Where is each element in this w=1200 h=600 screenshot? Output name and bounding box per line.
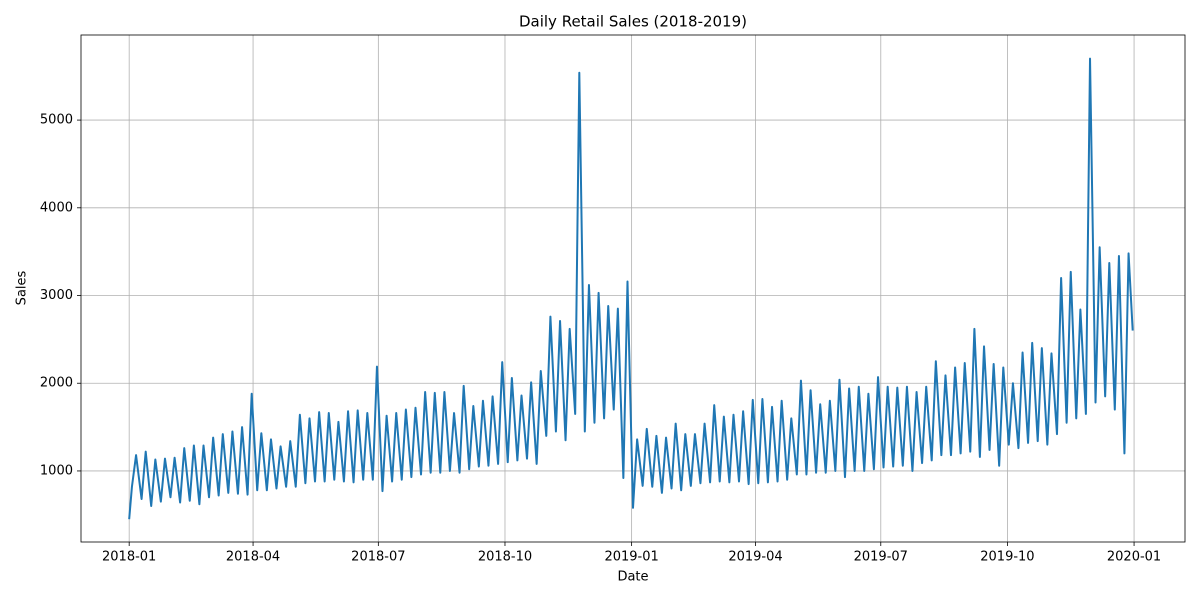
x-axis-label: Date (617, 570, 648, 585)
y-tick-label: 1000 (40, 463, 73, 478)
x-tick-label: 2018-07 (351, 550, 405, 565)
chart-title: Daily Retail Sales (2018-2019) (519, 13, 747, 31)
y-tick-label: 5000 (40, 113, 73, 128)
x-tick-label: 2018-10 (478, 550, 532, 565)
x-tick-label: 2019-10 (980, 550, 1034, 565)
y-tick-label: 3000 (40, 288, 73, 303)
plot-frame (80, 34, 1186, 543)
y-tick-label: 4000 (40, 200, 73, 215)
x-tick-label: 2019-07 (854, 550, 908, 565)
data-line (128, 57, 1134, 520)
x-tick-label: 2020-01 (1107, 550, 1161, 565)
x-tick-label: 2019-04 (728, 550, 782, 565)
y-tick-label: 2000 (40, 376, 73, 391)
x-tick-label: 2018-04 (226, 550, 280, 565)
x-tick-label: 2019-01 (604, 550, 658, 565)
y-axis-label: Sales (15, 270, 30, 305)
x-tick-label: 2018-01 (102, 550, 156, 565)
